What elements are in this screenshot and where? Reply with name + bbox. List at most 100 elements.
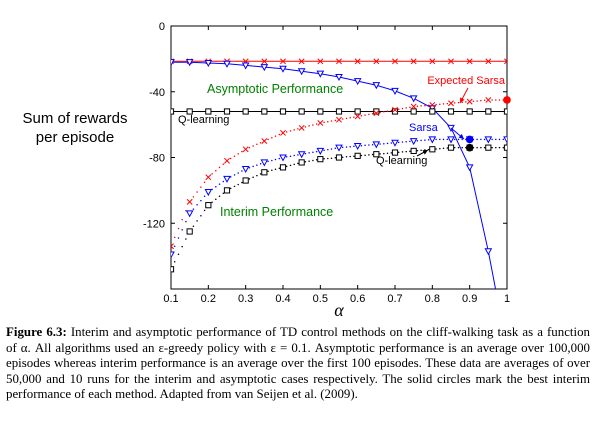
point-marker	[297, 68, 306, 76]
arrow-sarsa	[450, 127, 465, 140]
series-dot	[386, 110, 389, 112]
point-marker	[409, 95, 418, 103]
series-dot	[289, 164, 292, 167]
series-dot	[222, 192, 225, 195]
point-marker	[186, 108, 193, 115]
point-marker	[204, 189, 213, 197]
series-dot	[349, 155, 351, 158]
series-dot	[435, 103, 437, 106]
series-dot	[308, 160, 310, 162]
point-marker	[223, 175, 231, 183]
series-dot	[241, 170, 243, 172]
series-dot	[420, 105, 422, 107]
series-dot	[200, 199, 202, 202]
point-marker	[448, 58, 454, 65]
point-marker	[317, 108, 324, 115]
series-dot	[215, 169, 217, 172]
series-dot	[215, 186, 217, 188]
series-dot	[323, 121, 325, 124]
series-dot	[248, 146, 251, 149]
point-marker	[447, 144, 455, 151]
x-axis-label: α	[334, 300, 344, 320]
series-dot	[274, 135, 277, 137]
series-dot	[304, 152, 307, 155]
series-dot	[442, 103, 445, 105]
series-dot	[502, 146, 505, 149]
point-marker	[171, 251, 175, 259]
point-marker	[171, 108, 175, 115]
series-dot	[409, 140, 411, 143]
series-dot	[315, 123, 318, 125]
series-dot	[252, 145, 254, 147]
point-marker	[373, 110, 380, 117]
point-marker	[466, 108, 473, 115]
series-dot	[293, 163, 295, 166]
point-marker	[354, 152, 361, 159]
series-dot	[457, 146, 460, 149]
point-marker	[260, 159, 269, 167]
point-marker	[316, 70, 325, 78]
series-dot	[495, 99, 497, 101]
series-dot	[341, 146, 344, 149]
series-dot	[308, 125, 310, 127]
series-asymptotic-q-learning	[171, 108, 507, 115]
point-marker	[335, 154, 343, 161]
series-dot	[304, 161, 307, 163]
series-dot	[416, 149, 419, 152]
point-marker	[279, 154, 287, 162]
series-dot	[383, 152, 385, 155]
annotation-asymptotic: Asymptotic Performance	[207, 82, 343, 96]
point-marker	[185, 210, 194, 218]
series-dot	[248, 166, 251, 169]
series-dot	[222, 180, 225, 183]
point-marker	[261, 108, 268, 115]
point-marker	[205, 202, 212, 209]
series-dot	[360, 114, 363, 117]
annotation-expected_sarsa: Expected Sarsa	[427, 75, 506, 87]
series-dot	[173, 236, 176, 239]
series-dot	[278, 157, 281, 160]
series-dot	[297, 128, 299, 130]
series-dot	[465, 101, 467, 103]
point-marker	[410, 58, 417, 65]
series-dot	[420, 149, 422, 152]
point-marker	[354, 108, 361, 115]
series-dot	[498, 99, 501, 101]
point-marker	[261, 169, 268, 176]
point-marker	[410, 108, 417, 115]
series-dot	[446, 147, 449, 149]
x-tick-label: 0.3	[238, 293, 253, 305]
series-dot	[360, 154, 363, 157]
series-dot	[297, 154, 299, 156]
series-dot	[285, 131, 288, 133]
point-marker	[317, 156, 324, 163]
series-dot	[390, 109, 393, 112]
series-dot	[390, 152, 393, 154]
point-marker	[204, 59, 213, 68]
point-marker	[353, 142, 362, 151]
series-dot	[259, 162, 262, 165]
series-dot	[453, 146, 456, 149]
series-dot	[353, 116, 355, 118]
series-dot	[409, 150, 411, 153]
x-tick-label: 0.6	[350, 293, 365, 305]
y-tick-label: -120	[143, 218, 165, 230]
x-tick-label: 0.4	[275, 293, 290, 305]
point-marker	[392, 106, 398, 113]
series-dot	[483, 99, 486, 102]
x-tick-label: 1	[504, 293, 510, 305]
best-point-sarsa	[465, 135, 474, 144]
point-marker	[241, 62, 250, 70]
point-marker	[429, 58, 436, 65]
series-dot	[379, 111, 381, 114]
point-marker	[447, 108, 455, 115]
point-marker	[410, 147, 417, 155]
series-dot	[401, 107, 404, 110]
x-tick-label: 0.5	[313, 293, 328, 305]
series-dot	[495, 138, 497, 141]
series-dot	[330, 157, 333, 159]
series-dot	[312, 124, 314, 126]
series-dot	[323, 149, 325, 152]
point-marker	[223, 187, 231, 194]
y-tick-label: -40	[149, 87, 165, 99]
